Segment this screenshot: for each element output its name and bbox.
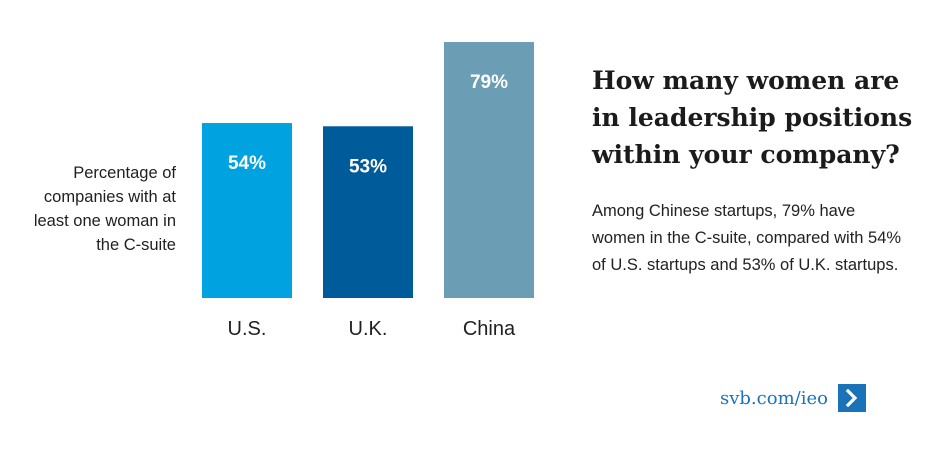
data-label-1: 53% [349,156,387,177]
link-row[interactable]: svb.com/ieo [720,384,866,412]
bar-chart: 54% U.S. 53% U.K. 79% China [202,42,534,340]
y-axis-label: Percentage of companies with at least on… [33,164,176,254]
data-label-0: 54% [228,153,266,174]
chevron-right-icon[interactable] [837,384,866,412]
svb-link[interactable]: svb.com/ieo [720,387,828,409]
bar-2 [444,42,534,298]
data-label-2: 79% [470,72,508,93]
description-text: Among Chinese startups, 79% have women i… [592,202,902,274]
category-label-1: U.K. [349,318,388,340]
chart-title: How many women are in leadership positio… [592,66,913,169]
category-label-0: U.S. [228,318,267,340]
bar-1 [323,126,413,298]
chevron-right-icon-glyph [845,389,858,407]
category-label-2: China [463,318,516,340]
bar-0 [202,123,292,298]
